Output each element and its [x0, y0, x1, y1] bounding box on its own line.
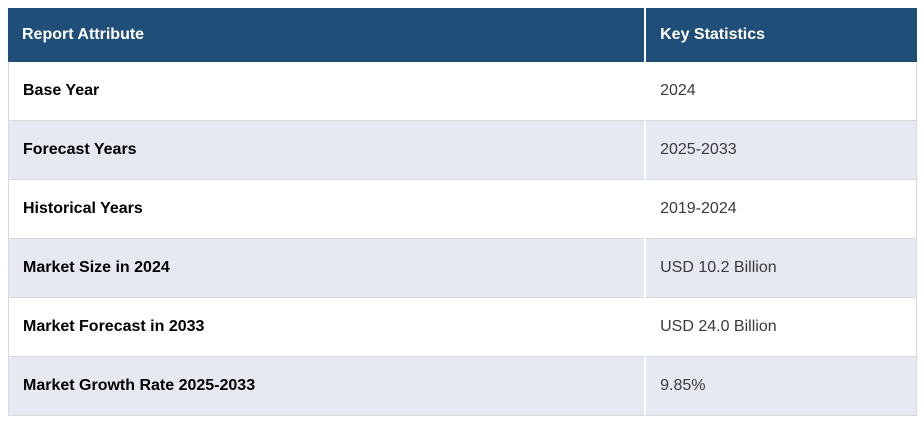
attribute-cell: Forecast Years: [8, 121, 647, 180]
table-row: Forecast Years 2025-2033: [8, 121, 917, 180]
value-cell: 9.85%: [646, 357, 917, 416]
table-row: Market Growth Rate 2025-2033 9.85%: [8, 357, 917, 416]
header-row: Report Attribute Key Statistics: [8, 8, 917, 62]
column-header-key-statistics: Key Statistics: [646, 8, 917, 62]
attribute-cell: Market Forecast in 2033: [8, 298, 647, 357]
attribute-cell: Market Size in 2024: [8, 239, 647, 298]
table-row: Market Size in 2024 USD 10.2 Billion: [8, 239, 917, 298]
table-row: Base Year 2024: [8, 62, 917, 121]
attribute-cell: Historical Years: [8, 180, 647, 239]
report-statistics-table: Report Attribute Key Statistics Base Yea…: [8, 8, 917, 416]
column-header-report-attribute: Report Attribute: [8, 8, 647, 62]
attribute-cell: Market Growth Rate 2025-2033: [8, 357, 647, 416]
attribute-cell: Base Year: [8, 62, 647, 121]
value-cell: 2019-2024: [646, 180, 917, 239]
value-cell: USD 10.2 Billion: [646, 239, 917, 298]
value-cell: USD 24.0 Billion: [646, 298, 917, 357]
value-cell: 2025-2033: [646, 121, 917, 180]
table-row: Historical Years 2019-2024: [8, 180, 917, 239]
value-cell: 2024: [646, 62, 917, 121]
table-row: Market Forecast in 2033 USD 24.0 Billion: [8, 298, 917, 357]
